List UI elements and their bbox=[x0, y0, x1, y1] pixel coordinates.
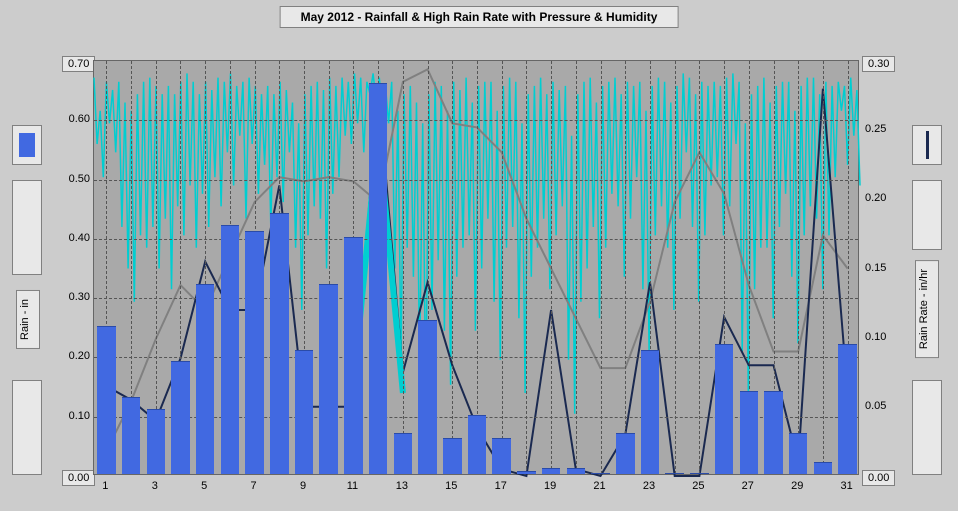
rain-bar bbox=[147, 409, 166, 474]
left-spacer bbox=[12, 180, 42, 275]
rain-bar bbox=[641, 350, 660, 475]
x-tick: 7 bbox=[251, 480, 257, 492]
right-spacer-2 bbox=[912, 380, 942, 475]
x-tick: 19 bbox=[544, 480, 556, 492]
rain-bar bbox=[196, 284, 215, 474]
x-tick: 1 bbox=[102, 480, 108, 492]
x-tick: 11 bbox=[347, 480, 358, 492]
grid-h bbox=[94, 180, 858, 181]
legend-line-swatch bbox=[926, 131, 929, 159]
y-left-title: Rain - in bbox=[16, 290, 40, 349]
y-right-tick: 0.05 bbox=[865, 400, 886, 412]
rain-bar bbox=[764, 391, 783, 474]
x-tick: 31 bbox=[841, 480, 853, 492]
rain-bar bbox=[715, 344, 734, 474]
y-left-tick: 0.20 bbox=[62, 350, 90, 362]
y-left-min-box: 0.00 bbox=[62, 470, 95, 486]
x-tick: 13 bbox=[396, 480, 408, 492]
grid-v bbox=[477, 61, 478, 474]
legend-bar bbox=[12, 125, 42, 165]
grid-v bbox=[403, 61, 404, 474]
x-tick: 5 bbox=[201, 480, 207, 492]
rain-bar bbox=[591, 473, 610, 474]
legend-bar-swatch bbox=[19, 133, 35, 157]
rain-bar bbox=[443, 438, 462, 474]
x-tick: 25 bbox=[692, 480, 704, 492]
x-tick: 23 bbox=[643, 480, 655, 492]
grid-v bbox=[576, 61, 577, 474]
rain-bar bbox=[394, 433, 413, 475]
y-left-tick: 0.40 bbox=[62, 232, 90, 244]
x-tick: 21 bbox=[593, 480, 605, 492]
rain-bar bbox=[171, 361, 190, 474]
rain-bar bbox=[295, 350, 314, 475]
left-spacer-2 bbox=[12, 380, 42, 475]
chart-container: May 2012 - Rainfall & High Rain Rate wit… bbox=[0, 0, 958, 511]
rain-bar bbox=[665, 473, 684, 474]
rain-bar bbox=[740, 391, 759, 474]
y-left-tick: 0.10 bbox=[62, 410, 90, 422]
grid-v bbox=[798, 61, 799, 474]
rain-bar bbox=[616, 433, 635, 475]
rain-bar bbox=[122, 397, 141, 474]
rain-bar bbox=[221, 225, 240, 474]
rain-bar bbox=[789, 433, 808, 475]
y-right-tick: 0.25 bbox=[865, 123, 886, 135]
x-tick: 3 bbox=[152, 480, 158, 492]
x-tick: 29 bbox=[791, 480, 803, 492]
y-left-tick: 0.30 bbox=[62, 291, 90, 303]
y-right-min-box: 0.00 bbox=[862, 470, 895, 486]
rain-bar bbox=[245, 231, 264, 474]
legend-line bbox=[912, 125, 942, 165]
rain-bar bbox=[468, 415, 487, 474]
x-tick: 9 bbox=[300, 480, 306, 492]
rain-bar bbox=[97, 326, 116, 474]
rain-bar bbox=[492, 438, 511, 474]
rain-bar bbox=[814, 462, 833, 474]
y-right-tick: 0.15 bbox=[865, 262, 886, 274]
rain-bar bbox=[344, 237, 363, 474]
rain-bar bbox=[567, 468, 586, 474]
grid-h bbox=[94, 239, 858, 240]
grid-v bbox=[502, 61, 503, 474]
y-right-tick: 0.20 bbox=[865, 192, 886, 204]
right-spacer bbox=[912, 180, 942, 250]
grid-v bbox=[625, 61, 626, 474]
rain-bar bbox=[418, 320, 437, 474]
chart-title: May 2012 - Rainfall & High Rain Rate wit… bbox=[280, 6, 679, 28]
y-right-max-box: 0.30 bbox=[862, 56, 895, 72]
rain-bar bbox=[319, 284, 338, 474]
grid-v bbox=[699, 61, 700, 474]
y-right-title: Rain Rate - in/hr bbox=[915, 260, 939, 358]
rain-bar bbox=[517, 471, 536, 474]
plot-area bbox=[93, 60, 859, 475]
grid-h bbox=[94, 120, 858, 121]
rain-bar bbox=[369, 83, 388, 474]
y-right-tick: 0.10 bbox=[865, 331, 886, 343]
x-tick: 17 bbox=[495, 480, 507, 492]
grid-v bbox=[823, 61, 824, 474]
grid-v bbox=[551, 61, 552, 474]
rain-bar bbox=[838, 344, 857, 474]
y-left-tick: 0.50 bbox=[62, 173, 90, 185]
rain-bar bbox=[542, 468, 561, 474]
rain-bar bbox=[270, 213, 289, 474]
grid-v bbox=[601, 61, 602, 474]
x-tick: 27 bbox=[742, 480, 754, 492]
rain-bar bbox=[690, 473, 709, 474]
grid-v bbox=[452, 61, 453, 474]
grid-v bbox=[526, 61, 527, 474]
y-left-tick: 0.60 bbox=[62, 113, 90, 125]
y-left-max-box: 0.70 bbox=[62, 56, 95, 72]
x-tick: 15 bbox=[445, 480, 457, 492]
grid-v bbox=[675, 61, 676, 474]
